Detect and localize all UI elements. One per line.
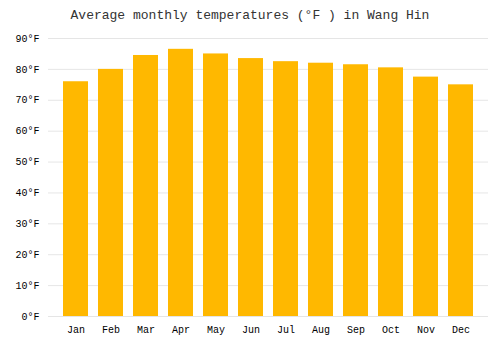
svg-text:Feb: Feb [102,325,120,336]
svg-text:Sep: Sep [347,325,365,336]
html-text:Average monthly temperatures (: Average monthly temperatures (°F ) in Wa… [70,8,430,23]
svg-text:Jan: Jan [67,325,85,336]
svg-text:70°F: 70°F [15,95,39,106]
svg-text:0°F: 0°F [21,312,39,323]
svg-text:May: May [207,325,225,336]
svg-text:Oct: Oct [382,325,400,336]
svg-text:60°F: 60°F [15,126,39,137]
svg-text:20°F: 20°F [15,250,39,261]
svg-text:90°F: 90°F [15,34,39,45]
svg-text:Jul: Jul [277,325,295,336]
svg-text:Apr: Apr [172,325,190,336]
svg-text:Nov: Nov [417,325,435,336]
svg-text:Dec: Dec [452,325,470,336]
svg-text:Mar: Mar [137,325,155,336]
svg-text:30°F: 30°F [15,219,39,230]
svg-text:10°F: 10°F [15,281,39,292]
svg-text:50°F: 50°F [15,157,39,168]
svg-text:80°F: 80°F [15,65,39,76]
svg-text:Aug: Aug [312,325,330,336]
svg-text:40°F: 40°F [15,188,39,199]
svg-text:Jun: Jun [242,325,260,336]
